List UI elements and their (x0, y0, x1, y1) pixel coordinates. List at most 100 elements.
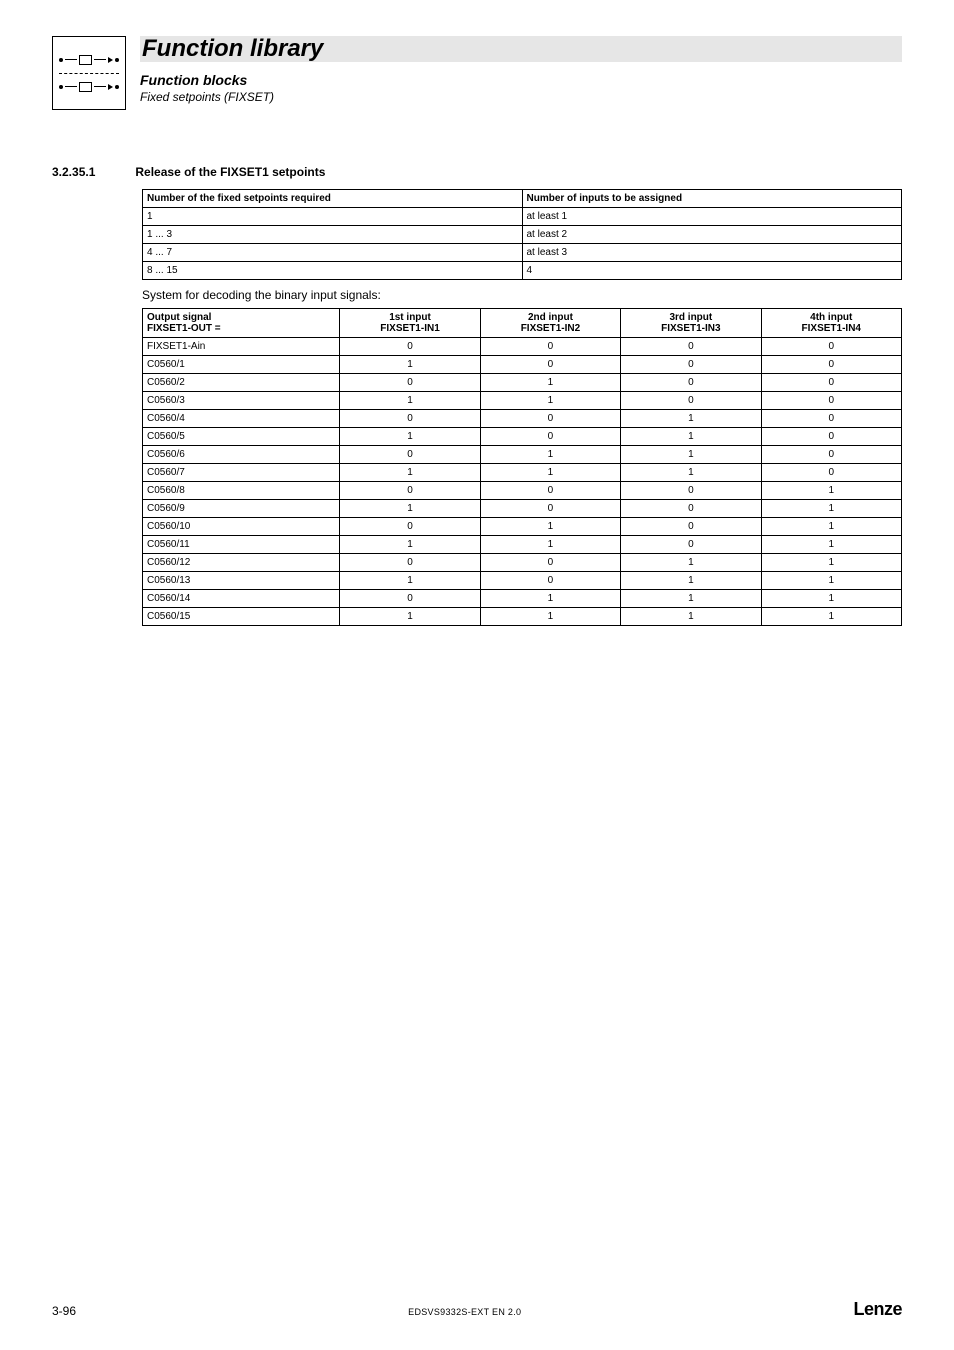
page-number: 3-96 (52, 1304, 76, 1318)
title-band: Function library (140, 36, 902, 62)
subsubtitle: Fixed setpoints (FIXSET) (140, 90, 902, 104)
table-cell: 0 (621, 500, 761, 518)
table-cell: 1 (761, 536, 901, 554)
table-cell: 1 (761, 572, 901, 590)
table-cell: 1 (480, 392, 620, 410)
table-cell: 1 (761, 500, 901, 518)
table-row: C0560/120011 (143, 554, 902, 572)
table-cell: 1 (340, 392, 480, 410)
table-cell: at least 2 (522, 226, 902, 244)
table-cell: 1 (143, 208, 523, 226)
table-row: C0560/11000 (143, 356, 902, 374)
page-footer: 3-96 EDSVS9332S-EXT EN 2.0 Lenze (52, 1299, 902, 1320)
table-cell: 0 (621, 356, 761, 374)
decode-table: Output signalFIXSET1-OUT =1st inputFIXSE… (142, 308, 902, 626)
table-cell: 1 (340, 356, 480, 374)
table-header: Number of inputs to be assigned (522, 190, 902, 208)
table-row: C0560/91001 (143, 500, 902, 518)
table-cell: 0 (761, 446, 901, 464)
table-cell: 0 (761, 338, 901, 356)
table-cell: 1 (621, 410, 761, 428)
table-cell: 1 (480, 536, 620, 554)
table-cell: 0 (480, 410, 620, 428)
content-area: 3.2.35.1 Release of the FIXSET1 setpoint… (52, 165, 902, 626)
table-row: 1at least 1 (143, 208, 902, 226)
table-cell: 0 (761, 428, 901, 446)
section-number: 3.2.35.1 (52, 165, 95, 179)
table-cell: C0560/15 (143, 608, 340, 626)
table-cell: at least 3 (522, 244, 902, 262)
table-cell: 0 (761, 392, 901, 410)
table-cell: 1 (480, 608, 620, 626)
table-cell: 1 (761, 554, 901, 572)
table-cell: 4 (522, 262, 902, 280)
table-cell: 1 (621, 446, 761, 464)
table-row: 4 ... 7at least 3 (143, 244, 902, 262)
section-heading: 3.2.35.1 Release of the FIXSET1 setpoint… (52, 165, 902, 179)
table-cell: 1 (621, 590, 761, 608)
table-cell: 0 (340, 590, 480, 608)
table-cell: 8 ... 15 (143, 262, 523, 280)
table-cell: 1 (621, 608, 761, 626)
table-header: 2nd inputFIXSET1-IN2 (480, 309, 620, 338)
table-cell: 0 (340, 446, 480, 464)
table-cell: 0 (761, 410, 901, 428)
table-cell: 0 (340, 374, 480, 392)
table-row: C0560/151111 (143, 608, 902, 626)
table-cell: 0 (621, 518, 761, 536)
main-title: Function library (140, 35, 323, 63)
table-row: C0560/71110 (143, 464, 902, 482)
brand-logo: Lenze (853, 1299, 902, 1320)
table-row: C0560/100101 (143, 518, 902, 536)
table-cell: 1 (480, 374, 620, 392)
table-cell: 1 (621, 464, 761, 482)
table-cell: 0 (621, 374, 761, 392)
table-header: 4th inputFIXSET1-IN4 (761, 309, 901, 338)
table-row: C0560/80001 (143, 482, 902, 500)
table-cell: 1 (480, 464, 620, 482)
table-row: C0560/60110 (143, 446, 902, 464)
table-cell: C0560/12 (143, 554, 340, 572)
table-header: 3rd inputFIXSET1-IN3 (621, 309, 761, 338)
table-cell: 0 (761, 356, 901, 374)
table-cell: C0560/7 (143, 464, 340, 482)
table-cell: 1 (621, 428, 761, 446)
table-cell: 1 ... 3 (143, 226, 523, 244)
table-cell: 1 (340, 500, 480, 518)
table-cell: C0560/13 (143, 572, 340, 590)
subtitle: Function blocks (140, 72, 902, 88)
table-cell: 0 (761, 464, 901, 482)
table-cell: 1 (761, 482, 901, 500)
table-row: C0560/51010 (143, 428, 902, 446)
table-cell: C0560/6 (143, 446, 340, 464)
table-cell: 1 (761, 590, 901, 608)
page-header: Function library Function blocks Fixed s… (52, 36, 902, 110)
table-cell: C0560/11 (143, 536, 340, 554)
table-cell: 1 (340, 464, 480, 482)
table-header: Number of the fixed setpoints required (143, 190, 523, 208)
table-cell: C0560/8 (143, 482, 340, 500)
function-block-icon (52, 36, 126, 110)
table-row: 1 ... 3at least 2 (143, 226, 902, 244)
table-cell: 0 (340, 338, 480, 356)
table-cell: 0 (480, 500, 620, 518)
table-cell: 0 (480, 356, 620, 374)
table-row: FIXSET1-Ain0000 (143, 338, 902, 356)
table-cell: 1 (761, 608, 901, 626)
table-cell: 0 (621, 536, 761, 554)
document-id: EDSVS9332S-EXT EN 2.0 (408, 1307, 521, 1317)
table-cell: C0560/4 (143, 410, 340, 428)
table-cell: 0 (480, 482, 620, 500)
table-cell: 1 (340, 608, 480, 626)
table-row: C0560/131011 (143, 572, 902, 590)
table-cell: 0 (761, 374, 901, 392)
section-title: Release of the FIXSET1 setpoints (135, 165, 325, 179)
table-cell: 1 (621, 572, 761, 590)
table-cell: 1 (340, 428, 480, 446)
table-cell: C0560/14 (143, 590, 340, 608)
table-cell: 1 (340, 572, 480, 590)
table-cell: 1 (761, 518, 901, 536)
table-cell: 0 (480, 554, 620, 572)
table-cell: 0 (621, 338, 761, 356)
table-row: C0560/20100 (143, 374, 902, 392)
